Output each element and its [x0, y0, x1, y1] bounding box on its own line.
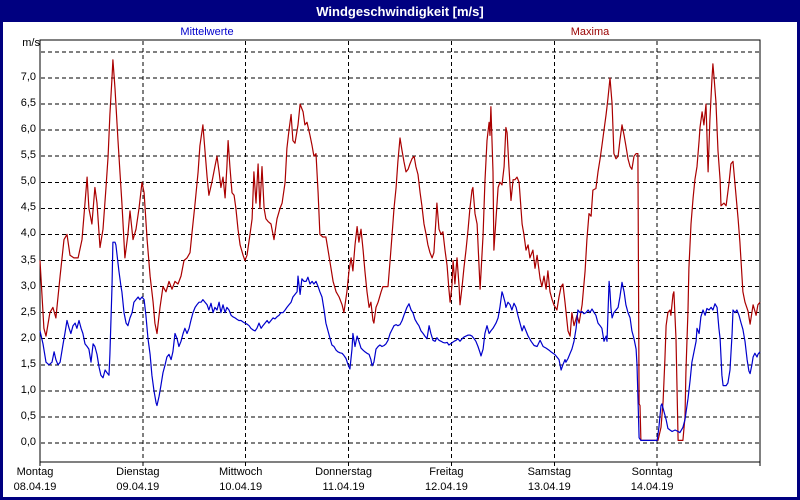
y-tick-label: 7,0 [20, 71, 36, 83]
window-titlebar: Windgeschwindigkeit [m/s] [0, 0, 800, 22]
series-line-mittelwerte [39, 241, 761, 441]
y-tick-label: 2,0 [20, 331, 36, 344]
chart-background [3, 22, 797, 497]
x-day-label: Montag [16, 466, 54, 478]
y-tick-label: 1,0 [20, 383, 36, 396]
x-date-label: 10.04.19 [219, 481, 263, 493]
y-tick-label: 4,5 [20, 201, 36, 214]
y-tick-label: 4,0 [20, 227, 36, 240]
y-tick-label: 3,5 [20, 253, 36, 266]
legend-mittelwerte: Mittelwerte [180, 26, 234, 38]
y-tick-label: 6,5 [20, 97, 36, 110]
x-date-label: 11.04.19 [322, 481, 365, 493]
y-tick-label: 2,5 [20, 305, 36, 318]
x-day-label: Dienstag [116, 466, 160, 478]
x-day-label: Samstag [527, 466, 571, 478]
x-day-label: Freitag [429, 466, 464, 478]
x-date-label: 08.04.19 [13, 481, 57, 493]
x-date-label: 12.04.19 [425, 481, 468, 493]
x-day-label: Mittwoch [219, 466, 263, 478]
x-day-label: Donnerstag [315, 466, 372, 478]
x-day-label: Sonntag [631, 466, 673, 478]
y-tick-label: 0,0 [20, 436, 36, 448]
window-title: Windgeschwindigkeit [m/s] [316, 4, 484, 19]
plot-frame [39, 39, 761, 463]
y-tick-label: 3,0 [20, 279, 36, 292]
x-date-label: 13.04.19 [527, 481, 571, 493]
y-tick-label: 6,0 [20, 123, 36, 136]
x-date-label: 09.04.19 [116, 481, 160, 493]
y-tick-label: 5,0 [20, 175, 36, 188]
series-line-maxima [39, 59, 761, 441]
y-tick-label: 5,5 [20, 149, 36, 162]
y-tick-label: 1,5 [20, 357, 36, 370]
legend-maxima: Maxima [570, 26, 610, 38]
y-tick-label: 0,5 [20, 409, 36, 422]
y-axis-unit-label: m/s [22, 37, 40, 49]
x-date-label: 14.04.19 [630, 481, 674, 493]
